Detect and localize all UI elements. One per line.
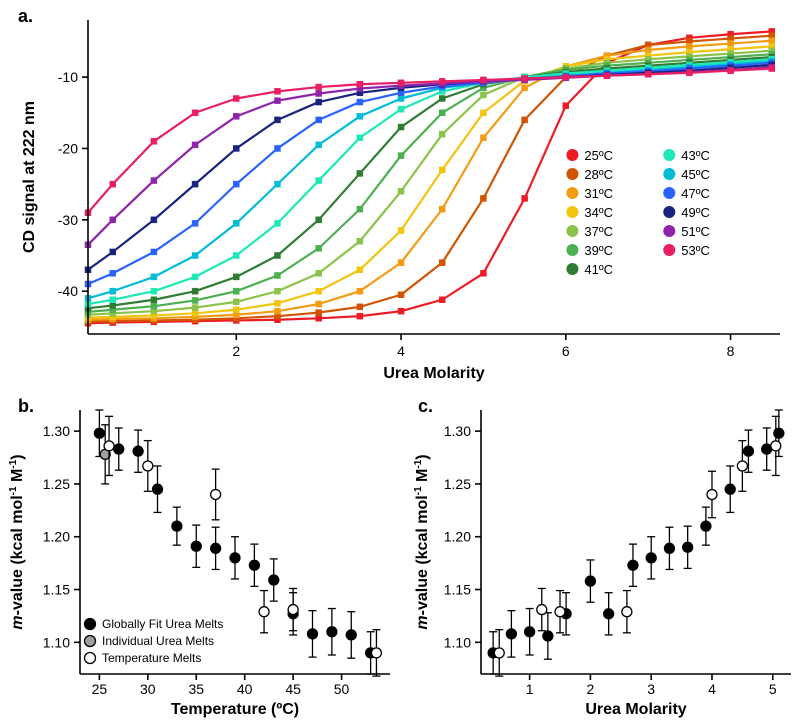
svg-text:53ºC: 53ºC [681, 243, 710, 258]
svg-text:37ºC: 37ºC [584, 224, 613, 239]
svg-text:47ºC: 47ºC [681, 186, 710, 201]
svg-text:Temperature Melts: Temperature Melts [102, 651, 201, 665]
svg-text:39ºC: 39ºC [584, 243, 613, 258]
svg-text:4: 4 [397, 343, 405, 359]
svg-text:25: 25 [92, 681, 108, 697]
svg-text:-20: -20 [58, 140, 78, 156]
svg-text:51ºC: 51ºC [681, 224, 710, 239]
svg-text:35: 35 [188, 681, 204, 697]
svg-text:Globally Fit Urea Melts: Globally Fit Urea Melts [102, 617, 223, 631]
svg-text:28ºC: 28ºC [584, 167, 613, 182]
svg-text:1.25: 1.25 [444, 476, 471, 492]
svg-text:1.10: 1.10 [444, 634, 471, 650]
svg-text:1: 1 [526, 681, 534, 697]
svg-text:31ºC: 31ºC [584, 186, 613, 201]
svg-text:1.10: 1.10 [43, 634, 70, 650]
svg-text:1.15: 1.15 [43, 582, 70, 598]
svg-text:m-value (kcal mol-1 M-1): m-value (kcal mol-1 M-1) [413, 454, 431, 629]
svg-text:3: 3 [647, 681, 655, 697]
svg-text:8: 8 [727, 343, 735, 359]
svg-text:1.25: 1.25 [43, 476, 70, 492]
svg-text:45: 45 [285, 681, 301, 697]
svg-text:4: 4 [708, 681, 716, 697]
svg-text:45ºC: 45ºC [681, 167, 710, 182]
panel-a-chart: 2 4 6 8 -10 -20 -30 -40 Urea Molarity CD signal a… [10, 8, 790, 388]
svg-text:6: 6 [562, 343, 570, 359]
svg-text:49ºC: 49ºC [681, 205, 710, 220]
figure: a. 2468-10-20-30-40Urea MolarityCD signa… [0, 0, 800, 726]
svg-text:1.30: 1.30 [444, 423, 471, 439]
svg-text:30: 30 [140, 681, 156, 697]
svg-text:1.20: 1.20 [444, 529, 471, 545]
svg-text:-30: -30 [58, 212, 78, 228]
svg-text:25ºC: 25ºC [584, 148, 613, 163]
svg-text:1.15: 1.15 [444, 582, 471, 598]
svg-text:5: 5 [769, 681, 777, 697]
svg-text:CD signal at 222 nm: CD signal at 222 nm [21, 101, 38, 253]
svg-text:41ºC: 41ºC [584, 262, 613, 277]
svg-text:2: 2 [587, 681, 595, 697]
svg-text:1.30: 1.30 [43, 423, 70, 439]
svg-text:Urea Molarity: Urea Molarity [585, 701, 686, 718]
svg-text:1.20: 1.20 [43, 529, 70, 545]
svg-text:-40: -40 [58, 283, 78, 299]
svg-text:Urea Molarity: Urea Molarity [383, 365, 484, 382]
panel-c-chart: 1 2 3 4 5 1.10 1.15 1.20 1.25 1.30 Urea Molarity m-… [405, 396, 800, 726]
svg-text:50: 50 [334, 681, 350, 697]
svg-text:-10: -10 [58, 69, 78, 85]
svg-text:43ºC: 43ºC [681, 148, 710, 163]
svg-text:Individual Urea Melts: Individual Urea Melts [102, 634, 214, 648]
svg-text:2: 2 [232, 343, 240, 359]
svg-text:m-value (kcal mol-1 M-1): m-value (kcal mol-1 M-1) [8, 454, 26, 629]
panel-b-chart: 25 30 35 40 45 50 1.10 1.15 1.20 1.25 1.30 Temperat… [0, 396, 400, 726]
svg-text:Temperature (ºC): Temperature (ºC) [171, 701, 299, 718]
svg-text:40: 40 [237, 681, 253, 697]
svg-text:34ºC: 34ºC [584, 205, 613, 220]
